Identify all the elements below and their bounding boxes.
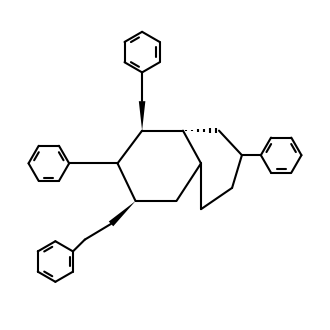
Polygon shape (109, 201, 136, 226)
Polygon shape (139, 101, 146, 131)
